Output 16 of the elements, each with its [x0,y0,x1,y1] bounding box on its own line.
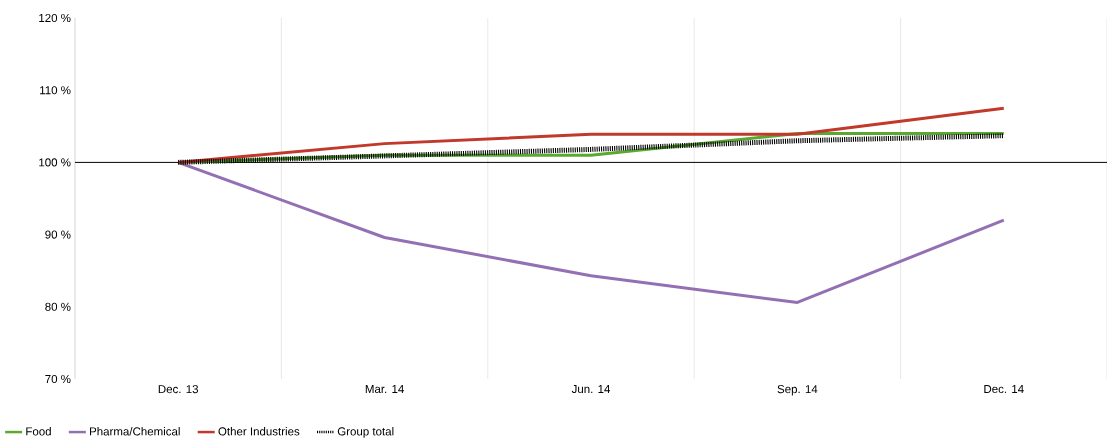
y-tick-label: 100 % [39,158,71,167]
x-tick-label: Dec. 14 [984,385,1024,394]
legend-label: Group total [337,427,394,438]
line-series [176,106,1006,164]
y-tick-label: 120 % [39,13,71,23]
y-tick-label: 110 % [40,86,71,95]
legend-label: Other Industries [218,427,300,436]
x-tick-label: Dec. 13 [158,385,199,394]
y-tick-label: 80 % [45,302,71,311]
legend-label: Food [26,427,51,436]
y-tick-label: 90 % [45,230,71,239]
x-tick-label: Sep. 14 [777,385,818,396]
x-tick-label: Mar. 14 [365,385,404,394]
x-tick-label: Jun. 14 [571,385,611,394]
y-tick-label: 70 % [45,374,71,384]
legend-label: Pharma/Chemical [90,427,180,436]
